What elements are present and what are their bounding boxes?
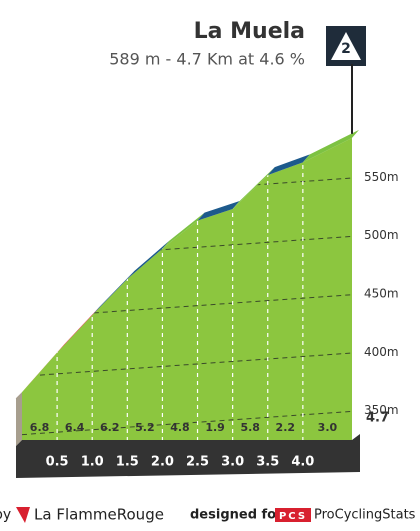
gradient-strip (267, 154, 310, 176)
gradient-label: 2.2 (276, 421, 296, 434)
gradient-strip (92, 271, 135, 316)
x-tick-label: 3.5 (256, 455, 279, 470)
subtitle: 589 m - 4.7 Km at 4.6 % (109, 50, 305, 69)
gradient-strip (302, 129, 359, 163)
badge-triangle (331, 32, 361, 60)
base-strip (16, 434, 360, 478)
gradient-label: 1.9 (205, 421, 225, 434)
grid-line (22, 351, 352, 377)
y-tick-label: 350m (364, 403, 399, 417)
gradient-label: 6.2 (100, 421, 120, 434)
gradient-label: 6.8 (30, 421, 50, 434)
pcs-logo (275, 508, 311, 522)
y-tick-label: 500m (364, 228, 399, 242)
brand: La FlammeRouge (34, 506, 164, 524)
flag-icon (16, 507, 30, 523)
gradient-label: 5.8 (240, 421, 260, 434)
gradient-strip (127, 240, 170, 279)
designed-for: designed for (190, 508, 283, 523)
x-tick-label: 1.5 (116, 455, 139, 470)
gradient-strip (22, 344, 65, 393)
gradient-label: 5.2 (135, 421, 155, 434)
gradient-strip (197, 201, 240, 221)
pcs: PCS (279, 511, 307, 522)
title: La Muela (194, 19, 305, 44)
side-face (16, 392, 22, 446)
elevation-area (22, 137, 352, 441)
y-tick-label: 550m (364, 170, 399, 184)
gradient-strip (57, 307, 100, 353)
x-tick-label: 2.5 (186, 455, 209, 470)
category: 2 (341, 41, 351, 57)
gradient-strip (162, 212, 205, 249)
x-tick-label: 1.0 (81, 455, 104, 470)
gradient-label: 6.4 (65, 421, 85, 434)
x-tick-label: 4.7 (366, 411, 389, 426)
footer-by: by (0, 507, 11, 523)
y-tick-label: 450m (364, 287, 399, 301)
x-tick-label: 2.0 (151, 455, 174, 470)
gradient-label: 4.8 (170, 421, 190, 434)
x-tick-label: 3.0 (221, 455, 244, 470)
x-tick-label: 0.5 (46, 455, 69, 470)
gradient-label: 3.0 (318, 421, 338, 434)
site: ProCyclingStats (314, 508, 416, 523)
y-tick-label: 400m (364, 345, 399, 359)
grid-line (22, 410, 352, 436)
gradient-strip (232, 167, 275, 209)
footer: by La FlammeRouge designed for PCS ProCy… (0, 506, 416, 524)
x-tick-label: 4.0 (291, 455, 314, 470)
